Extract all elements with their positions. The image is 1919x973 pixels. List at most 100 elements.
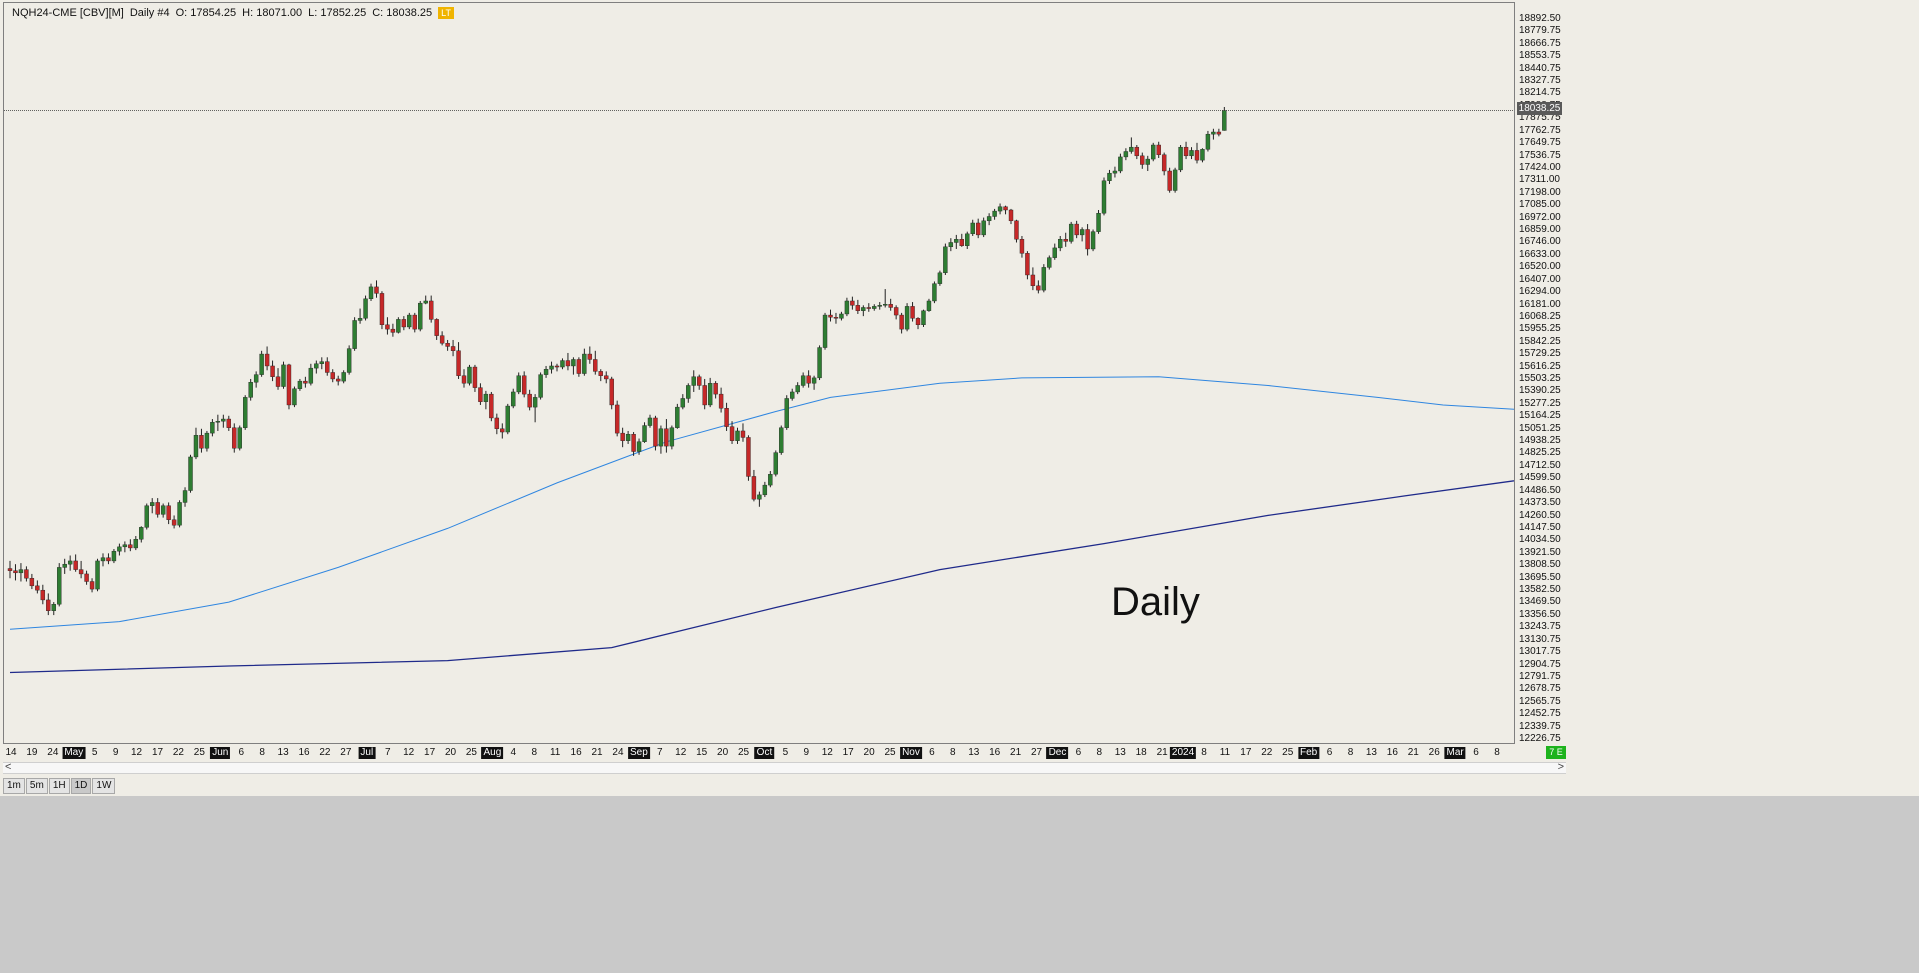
scroll-right-arrow-icon[interactable]: > — [1557, 761, 1564, 773]
timeframe-button-1d[interactable]: 1D — [70, 778, 92, 794]
candle-up — [1090, 231, 1096, 250]
timeframe-button-1h[interactable]: 1H — [48, 778, 70, 794]
date-tick-label: 13 — [277, 747, 289, 758]
candle-down — [401, 319, 407, 328]
candle-down — [1074, 223, 1079, 236]
ma200-line — [9, 480, 1514, 674]
price-tick-label: 12791.75 — [1519, 670, 1561, 682]
date-tick-label: 13 — [1365, 747, 1377, 758]
candle-up — [532, 397, 538, 408]
date-tick-label: 12 — [131, 747, 143, 758]
candle-down — [171, 519, 177, 526]
candle-up — [1129, 146, 1134, 152]
date-tick-label: 12 — [403, 747, 415, 758]
candle-up — [932, 283, 937, 302]
candle-up — [215, 421, 221, 423]
candle-up — [95, 560, 100, 590]
date-tick-label: 20 — [444, 747, 457, 758]
price-tick-label: 15503.25 — [1519, 373, 1561, 384]
price-tick-label: 14599.50 — [1519, 472, 1561, 484]
price-tick-label: 15842.25 — [1519, 335, 1561, 347]
candle-up — [516, 375, 521, 393]
candle-down — [106, 557, 111, 562]
candle-up — [122, 544, 128, 548]
date-tick-label: 13 — [968, 747, 980, 758]
candle-up — [1058, 239, 1063, 249]
price-tick-label: 12226.75 — [1519, 733, 1561, 744]
timeframe-button-1w[interactable]: 1W — [92, 778, 116, 794]
candle-up — [253, 374, 259, 383]
date-tick-label: 17 — [1240, 747, 1252, 758]
candle-up — [1047, 257, 1052, 268]
candle-down — [1085, 229, 1090, 250]
price-tick-label: 16746.00 — [1519, 236, 1561, 248]
date-tick-label: Oct — [754, 747, 775, 759]
candle-up — [997, 206, 1003, 212]
candle-down — [565, 360, 571, 367]
candle-down — [73, 560, 78, 570]
candle-down — [1036, 285, 1041, 291]
candle-up — [1151, 144, 1156, 160]
date-tick-label: Aug — [481, 747, 504, 759]
symbol-label: NQH24-CME [CBV][M] — [12, 7, 124, 19]
candle-up — [1041, 267, 1047, 291]
date-axis[interactable]: 14 19 24 May 5 9 12 17 22 25 Jun 6 8 13 16 22 27 Jul 7 12 17… — [3, 745, 1515, 761]
corner-badge[interactable]: 7 E — [1546, 746, 1566, 759]
candle-up — [57, 567, 62, 605]
candle-down — [806, 375, 811, 384]
candle-up — [986, 216, 992, 222]
candle-down — [1156, 144, 1161, 155]
date-tick-label: 7 — [657, 747, 663, 758]
price-tick-label: 16294.00 — [1519, 286, 1561, 298]
candle-up — [144, 505, 149, 528]
scroll-left-arrow-icon[interactable]: < — [5, 761, 12, 773]
candle-up — [341, 372, 346, 382]
candle-down — [855, 305, 861, 311]
candle-up — [943, 246, 948, 274]
candle-up — [363, 298, 368, 319]
candle-down — [1134, 146, 1140, 157]
candle-up — [1211, 131, 1216, 135]
candle-down — [866, 307, 871, 309]
candle-down — [374, 286, 379, 294]
price-axis[interactable]: 18892.50 18779.75 18666.75 18553.75 18440.75… — [1516, 2, 1568, 744]
candle-down — [494, 417, 500, 429]
date-tick-label: 16 — [1386, 747, 1398, 758]
date-tick-label: 16 — [989, 747, 1001, 758]
candle-up — [483, 393, 489, 402]
candle-down — [702, 385, 707, 406]
date-tick-label: 6 — [1075, 747, 1082, 758]
date-tick-label: 16 — [570, 747, 582, 758]
bottom-panel — [0, 796, 1919, 973]
timeframe-button-1m[interactable]: 1m — [3, 778, 25, 794]
timeframe-button-5m[interactable]: 5m — [25, 778, 48, 794]
date-tick-label: 8 — [531, 747, 538, 758]
date-tick-label: 24 — [612, 747, 624, 758]
candle-up — [965, 233, 970, 246]
candle-up — [538, 374, 543, 398]
candle-down — [910, 306, 915, 319]
candle-down — [713, 383, 718, 395]
candle-up — [352, 320, 357, 349]
chart-plot-area[interactable]: Daily50 MA200 MA NQH24-CME [CBV][M] Dail… — [3, 2, 1515, 744]
candle-down — [620, 432, 625, 441]
lt-badge[interactable]: LT — [438, 7, 455, 19]
candle-up — [921, 310, 926, 326]
price-tick-label: 12339.75 — [1519, 720, 1561, 732]
price-tick-label: 14260.50 — [1519, 509, 1561, 521]
candle-up — [1107, 172, 1112, 181]
date-tick-label: 14 — [5, 747, 17, 758]
candle-down — [527, 393, 532, 408]
date-tick-label: 16 — [298, 747, 310, 758]
candle-up — [357, 318, 363, 321]
price-tick-label: 15390.25 — [1519, 385, 1561, 397]
candle-down — [1025, 253, 1030, 276]
candle-up — [1123, 151, 1129, 158]
date-tick-label: Dec — [1046, 747, 1069, 759]
candle-down — [445, 343, 450, 347]
candle-up — [139, 527, 144, 540]
price-tick-label: 15164.25 — [1519, 410, 1561, 422]
candle-down — [893, 307, 899, 316]
candle-up — [675, 406, 680, 428]
horizontal-scrollbar[interactable]: < > — [3, 761, 1566, 774]
